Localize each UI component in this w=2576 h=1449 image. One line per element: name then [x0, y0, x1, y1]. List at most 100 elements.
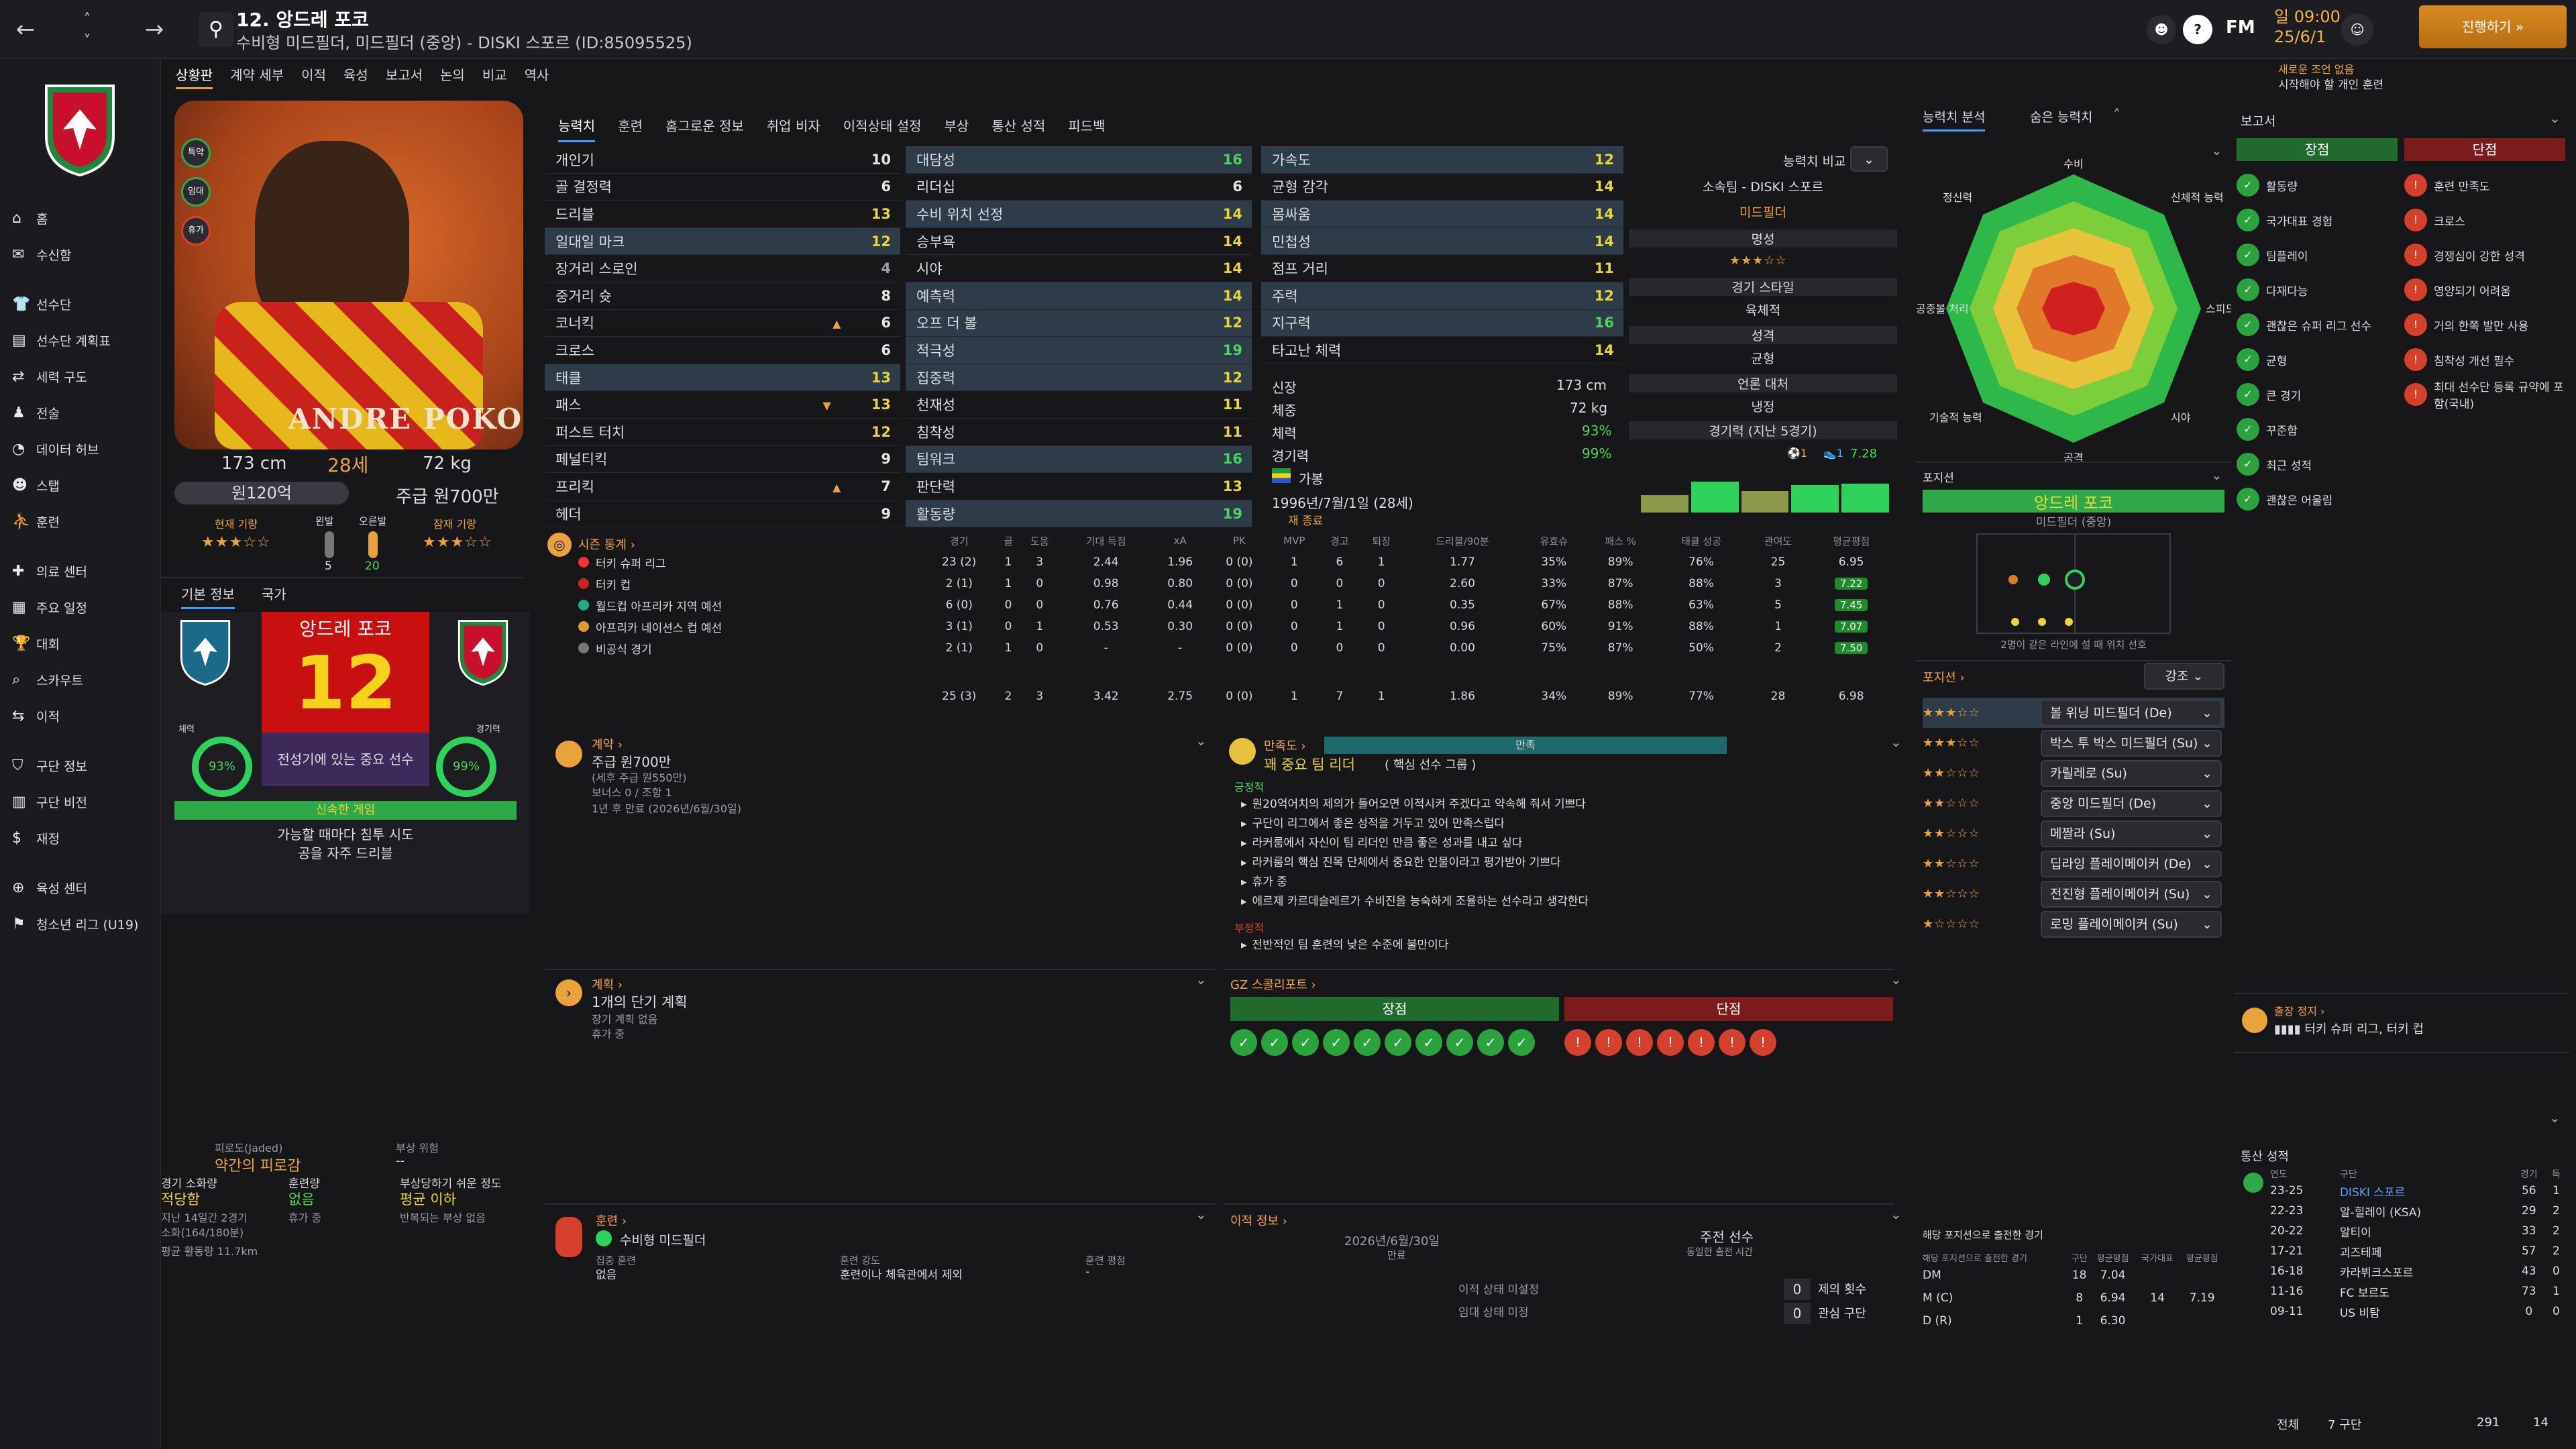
sidebar-item[interactable]: ▤ 선수단 계획표: [0, 322, 160, 358]
attribute-row[interactable]: 적극성 19: [906, 337, 1252, 364]
attribute-row[interactable]: 지구력 16: [1261, 309, 1623, 337]
sidebar-item[interactable]: ⛉ 구단 정보: [0, 747, 160, 784]
transfer-title[interactable]: 이적 정보: [1230, 1212, 1287, 1229]
stats-row[interactable]: 아프리카 네이션스 컵 예선 3 (1) 0 1 0.53 0.30 0 (0) 0 1 0 0.9…: [545, 616, 1893, 637]
status-badge[interactable]: 임대: [181, 177, 211, 207]
attribute-row[interactable]: 예측력 14: [906, 282, 1252, 310]
scout-strength-icon[interactable]: ✓: [1292, 1029, 1319, 1056]
role-dropdown[interactable]: 메짤라 (Su) ⌄: [2041, 820, 2222, 847]
attribute-row[interactable]: 크로스 6: [545, 337, 900, 364]
tab-hidden-attributes[interactable]: 숨은 능력치: [2030, 110, 2093, 125]
report-item[interactable]: ✓ 최근 성적: [2237, 447, 2398, 482]
tab-basic-info[interactable]: 기본 정보: [181, 584, 235, 609]
stats-row[interactable]: 터키 컵 2 (1) 1 0 0.98 0.80 0 (0) 0 0 0 2.60 33% 87% 88%…: [545, 573, 1893, 594]
role-dropdown[interactable]: 전진형 플레이메이커 (Su) ⌄: [2041, 880, 2222, 908]
tab-item[interactable]: 능력치: [558, 115, 596, 142]
happiness-chevron-icon[interactable]: ⌄: [1890, 734, 1902, 750]
scout-weakness-icon[interactable]: !: [1657, 1029, 1684, 1056]
career-row[interactable]: 11-16 FC 보르도 73 1: [2270, 1281, 2565, 1301]
submenu-item[interactable]: 논의: [440, 67, 465, 83]
report-item[interactable]: ! 거의 한쪽 발만 사용: [2404, 307, 2569, 342]
attribute-row[interactable]: 판단력 13: [906, 473, 1252, 500]
role-row[interactable]: ★☆☆☆☆ 로밍 플레이메이커 (Su) ⌄: [1923, 909, 2224, 939]
status-badge[interactable]: 휴가: [181, 216, 211, 246]
season-stats-title[interactable]: 시즌 통계: [578, 535, 635, 553]
career-row[interactable]: 09-11 US 비탐 0 0: [2270, 1301, 2565, 1322]
scout-weakness-icon[interactable]: !: [1719, 1029, 1746, 1056]
scout-strength-icon[interactable]: ✓: [1446, 1029, 1473, 1056]
nationality[interactable]: 가봉: [1299, 471, 1324, 487]
tab-nation[interactable]: 국가: [262, 586, 286, 602]
attribute-row[interactable]: 일대일 마크 12: [545, 227, 900, 256]
report-item[interactable]: ✓ 괜찮은 슈퍼 리그 선수: [2237, 307, 2398, 342]
role-dropdown[interactable]: 볼 위닝 미드필더 (De) ⌄: [2041, 699, 2222, 727]
chevron-up-icon[interactable]: ˄: [83, 11, 91, 28]
report-item[interactable]: ✓ 큰 경기: [2237, 377, 2398, 412]
report-item[interactable]: ✓ 꾸준함: [2237, 412, 2398, 447]
submenu-item[interactable]: 이적: [301, 67, 326, 83]
role-dropdown[interactable]: 로밍 플레이메이커 (Su) ⌄: [2041, 910, 2222, 938]
scout-weakness-icon[interactable]: !: [1750, 1029, 1776, 1056]
report-item[interactable]: ! 크로스: [2404, 203, 2569, 237]
tab-ability-analysis[interactable]: 능력치 분석: [1923, 107, 1986, 131]
training-title[interactable]: 훈련: [596, 1212, 627, 1229]
date-display[interactable]: 일 09:00 25/6/1: [2274, 7, 2341, 47]
attribute-row[interactable]: 집중력 12: [906, 364, 1252, 392]
attribute-row[interactable]: 코너킥 ▲ 6: [545, 310, 900, 337]
role-dropdown[interactable]: 카릴레로 (Su) ⌄: [2041, 759, 2222, 787]
training-chevron-icon[interactable]: ⌄: [1195, 1206, 1207, 1222]
role-row[interactable]: ★★☆☆☆ 전진형 플레이메이커 (Su) ⌄: [1923, 879, 2224, 909]
tab-item[interactable]: 이적상태 설정: [843, 118, 922, 134]
continue-button[interactable]: 진행하기 »: [2419, 5, 2567, 48]
role-dropdown[interactable]: 박스 투 박스 미드필더 (Su) ⌄: [2041, 729, 2222, 757]
scout-chevron-icon[interactable]: ⌄: [1890, 971, 1902, 987]
attribute-row[interactable]: 타고난 체력 14: [1261, 337, 1623, 364]
scout-strength-icon[interactable]: ✓: [1385, 1029, 1411, 1056]
contract-title[interactable]: 계약: [592, 735, 623, 753]
attribute-row[interactable]: 골 결정력 6: [545, 174, 900, 201]
sidebar-item[interactable]: ♟ 전술: [0, 394, 160, 431]
tab-item[interactable]: 피드백: [1068, 118, 1106, 134]
sidebar-item[interactable]: ✉ 수신함: [0, 236, 160, 272]
compare-dropdown[interactable]: ⌄: [1850, 146, 1888, 172]
attribute-row[interactable]: 가속도 12: [1261, 146, 1623, 174]
sidebar-item[interactable]: ☻ 스탭: [0, 467, 160, 503]
attribute-row[interactable]: 태클 13: [545, 364, 900, 392]
sidebar-item[interactable]: ✚ 의료 센터: [0, 553, 160, 589]
analysis-chevron-icon[interactable]: ⌄: [2211, 142, 2222, 158]
report-item[interactable]: ! 영양되기 어려움: [2404, 272, 2569, 307]
tab-item[interactable]: 취업 비자: [766, 118, 820, 134]
sidebar-item[interactable]: ⚑ 청소년 리그 (U19): [0, 906, 160, 942]
sidebar-item[interactable]: ◔ 데이터 허브: [0, 431, 160, 467]
contract-chevron-icon[interactable]: ⌄: [1195, 733, 1207, 749]
attribute-row[interactable]: 균형 감각 14: [1261, 174, 1623, 201]
attribute-row[interactable]: 페널티킥 9: [545, 446, 900, 474]
scout-strength-icon[interactable]: ✓: [1354, 1029, 1381, 1056]
attribute-row[interactable]: 점프 거리 11: [1261, 255, 1623, 282]
attribute-row[interactable]: 수비 위치 선정 14: [906, 201, 1252, 228]
sidebar-item[interactable]: ⌕ 스카우트: [0, 661, 160, 698]
scout-strength-icon[interactable]: ✓: [1415, 1029, 1442, 1056]
stats-row[interactable]: 월드컵 아프리카 지역 예선 6 (0) 0 0 0.76 0.44 0 (0) 0 1 0 0.3…: [545, 594, 1893, 616]
attribute-row[interactable]: 승부욕 14: [906, 228, 1252, 256]
report-item[interactable]: ✓ 균형: [2237, 342, 2398, 377]
role-dropdown[interactable]: 딥라잉 플레이메이커 (De) ⌄: [2041, 850, 2222, 877]
scout-strength-icon[interactable]: ✓: [1477, 1029, 1504, 1056]
report-item[interactable]: ✓ 괜찮은 어울림: [2237, 482, 2398, 517]
attribute-row[interactable]: 중거리 슛 8: [545, 282, 900, 310]
club-logo[interactable]: [0, 59, 160, 200]
attribute-row[interactable]: 침착성 11: [906, 419, 1252, 446]
attribute-row[interactable]: 장거리 스로인 4: [545, 255, 900, 282]
attribute-row[interactable]: 민첩성 14: [1261, 227, 1623, 256]
submenu-item[interactable]: 비교: [482, 67, 507, 83]
scout-title[interactable]: GZ 스콜리포트: [1230, 975, 1316, 993]
submenu-item[interactable]: 역사: [524, 67, 549, 83]
sidebar-item[interactable]: ▦ 주요 일정: [0, 589, 160, 625]
help-icon[interactable]: ?: [2183, 15, 2212, 44]
scout-strength-icon[interactable]: ✓: [1261, 1029, 1288, 1056]
fm-logo[interactable]: FM: [2226, 17, 2255, 38]
sidebar-item[interactable]: ▥ 구단 비전: [0, 784, 160, 820]
sidebar-item[interactable]: $ 재정: [0, 820, 160, 856]
scout-strength-icon[interactable]: ✓: [1508, 1029, 1535, 1056]
role-row[interactable]: ★★★☆☆ 박스 투 박스 미드필더 (Su) ⌄: [1923, 728, 2224, 758]
